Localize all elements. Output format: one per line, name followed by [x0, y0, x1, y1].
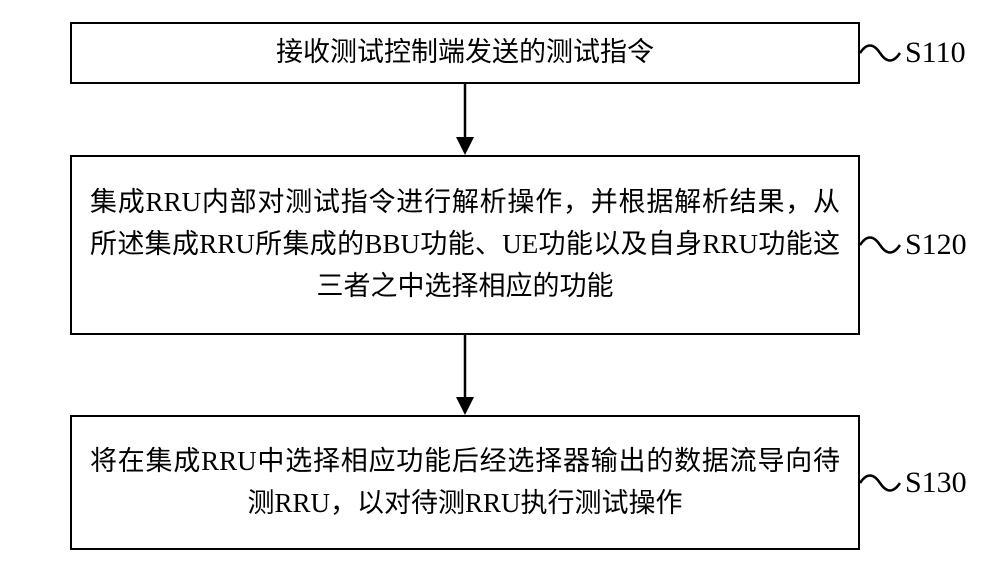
flowchart-canvas: 接收测试控制端发送的测试指令 集成RRU内部对测试指令进行解析操作，并根据解析结… [0, 0, 1000, 585]
step-label-1: S110 [905, 36, 966, 70]
flow-step-3: 将在集成RRU中选择相应功能后经选择器输出的数据流导向待测RRU，以对待测RRU… [70, 415, 860, 550]
flow-step-2-text: 集成RRU内部对测试指令进行解析操作，并根据解析结果，从所述集成RRU所集成的B… [90, 182, 840, 308]
flow-step-1-text: 接收测试控制端发送的测试指令 [276, 32, 654, 74]
connector-curve-3 [858, 468, 902, 498]
flow-step-2: 集成RRU内部对测试指令进行解析操作，并根据解析结果，从所述集成RRU所集成的B… [70, 155, 860, 335]
step-label-2: S120 [905, 228, 967, 262]
flow-step-3-text: 将在集成RRU中选择相应功能后经选择器输出的数据流导向待测RRU，以对待测RRU… [90, 441, 840, 525]
connector-curve-2 [858, 230, 902, 260]
flow-step-1: 接收测试控制端发送的测试指令 [70, 22, 860, 84]
connector-curve-1 [858, 38, 902, 68]
arrow-1-to-2 [455, 84, 475, 155]
arrow-2-to-3 [455, 335, 475, 415]
step-label-3: S130 [905, 466, 967, 500]
